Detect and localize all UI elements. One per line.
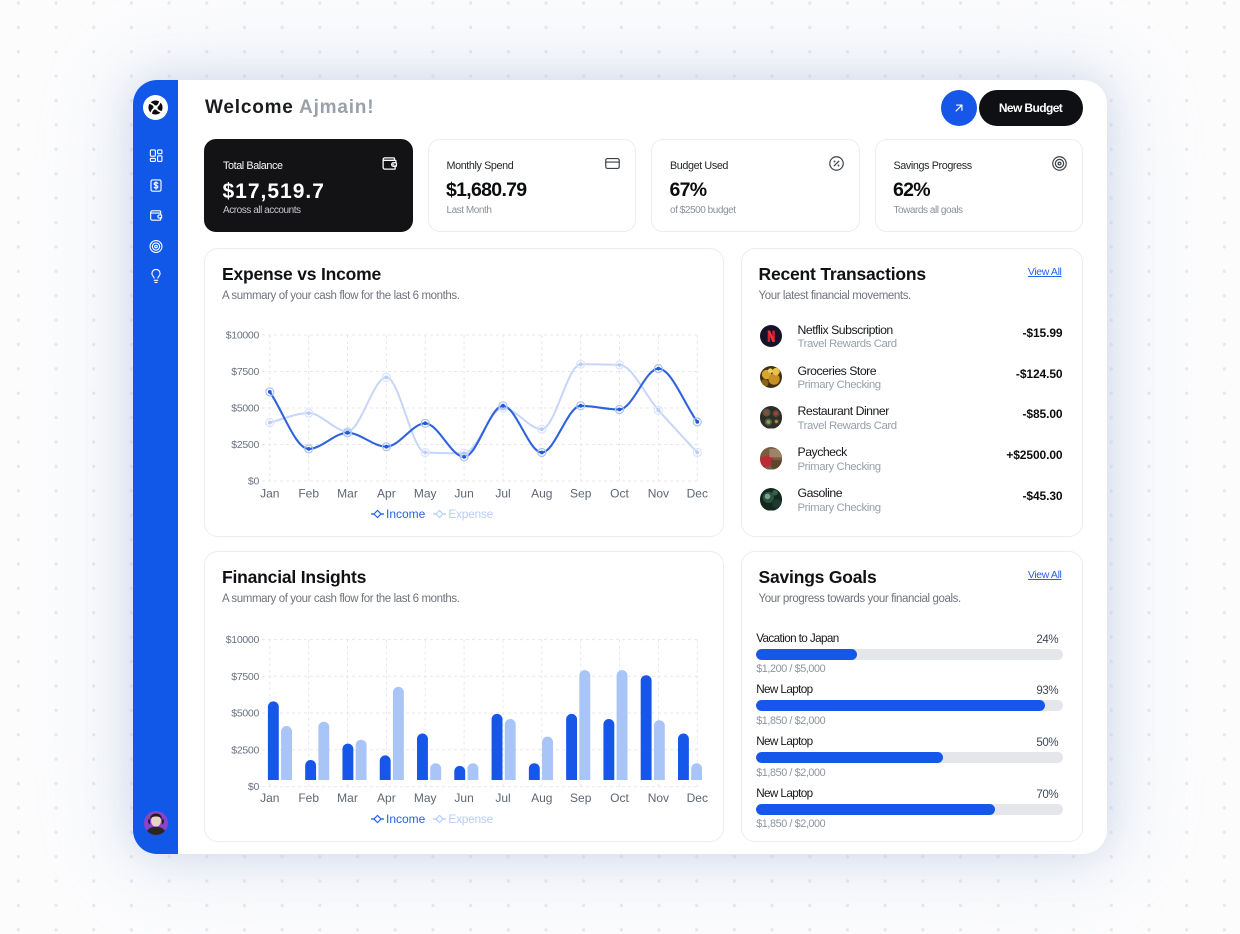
svg-text:Oct: Oct	[610, 791, 629, 805]
svg-text:Apr: Apr	[377, 487, 396, 501]
svg-text:Mar: Mar	[337, 791, 358, 805]
svg-text:Jan: Jan	[260, 791, 279, 805]
svg-text:$7500: $7500	[231, 366, 259, 378]
svg-text:$7500: $7500	[231, 671, 259, 683]
svg-text:Feb: Feb	[298, 791, 319, 805]
svg-text:Sep: Sep	[570, 791, 592, 805]
svg-text:Jul: Jul	[495, 487, 510, 501]
svg-text:$10000: $10000	[226, 634, 260, 646]
svg-text:$0: $0	[248, 476, 260, 488]
svg-text:$2500: $2500	[231, 744, 259, 756]
svg-text:Nov: Nov	[648, 487, 669, 501]
svg-text:Jul: Jul	[495, 791, 510, 805]
svg-text:$10000: $10000	[226, 330, 260, 342]
svg-text:Feb: Feb	[298, 487, 319, 501]
svg-text:Jun: Jun	[454, 487, 473, 501]
svg-text:Jun: Jun	[454, 791, 473, 805]
svg-text:Jan: Jan	[260, 487, 279, 501]
svg-text:Sep: Sep	[570, 487, 592, 501]
svg-text:Apr: Apr	[377, 791, 396, 805]
svg-text:May: May	[414, 791, 437, 805]
svg-text:$5000: $5000	[231, 403, 259, 415]
svg-text:$5000: $5000	[231, 708, 259, 720]
svg-text:Oct: Oct	[610, 487, 629, 501]
svg-text:$2500: $2500	[231, 439, 259, 451]
svg-text:Dec: Dec	[687, 487, 708, 501]
svg-text:Nov: Nov	[648, 791, 669, 805]
svg-text:Mar: Mar	[337, 487, 358, 501]
svg-text:Aug: Aug	[531, 487, 552, 501]
svg-text:May: May	[414, 487, 437, 501]
svg-text:$0: $0	[248, 781, 260, 793]
svg-text:Aug: Aug	[531, 791, 552, 805]
svg-text:Dec: Dec	[687, 791, 708, 805]
